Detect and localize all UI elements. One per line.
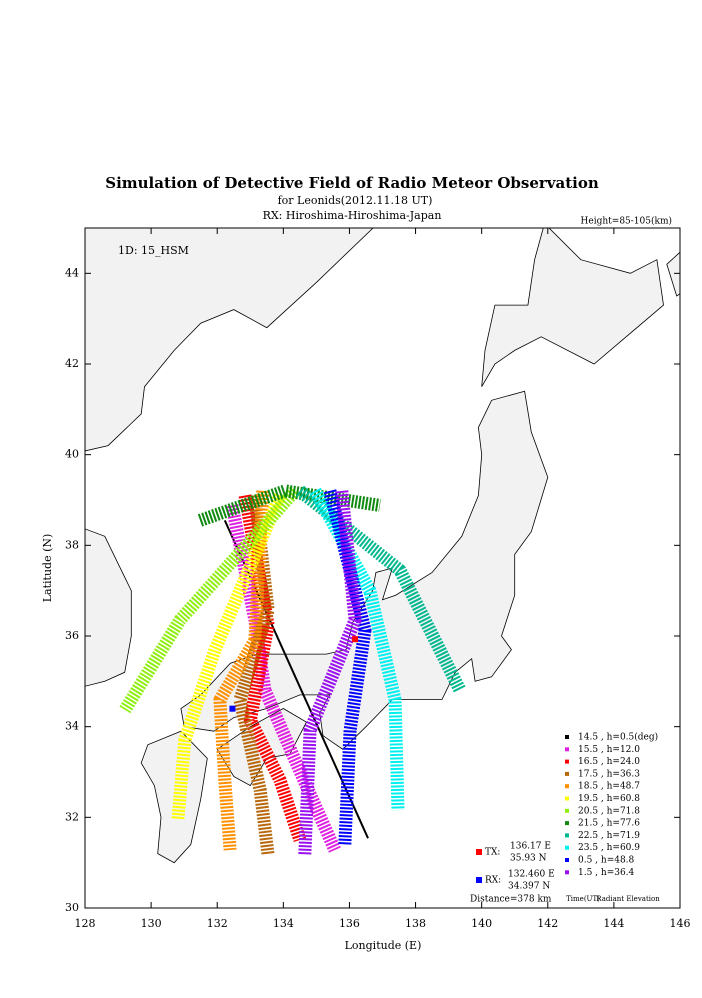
legend-swatch bbox=[565, 870, 569, 875]
legend-swatch bbox=[565, 796, 569, 801]
tx-label: TX: bbox=[485, 848, 500, 858]
height-label: Height=85-105(km) bbox=[581, 216, 672, 227]
legend-swatch bbox=[565, 759, 569, 764]
track bbox=[223, 519, 369, 839]
tx-marker bbox=[352, 636, 359, 643]
x-tick-label: 146 bbox=[670, 917, 691, 930]
y-tick-label: 36 bbox=[65, 629, 79, 642]
legend-label: 22.5 , h=71.9 bbox=[578, 831, 640, 841]
legend-label: 19.5 , h=60.8 bbox=[578, 794, 640, 804]
legend-swatch bbox=[565, 858, 569, 862]
y-axis-label: Latitude (N) bbox=[41, 534, 54, 603]
x-tick-label: 140 bbox=[471, 917, 492, 930]
y-tick-label: 44 bbox=[65, 266, 79, 279]
track bbox=[171, 492, 286, 821]
land bbox=[85, 228, 680, 864]
x-axis-label: Longitude (E) bbox=[345, 939, 422, 952]
legend-swatch bbox=[565, 771, 569, 776]
rx-line: RX: Hiroshima-Hiroshima-Japan bbox=[263, 209, 442, 222]
coastline bbox=[666, 251, 680, 297]
y-tick-label: 34 bbox=[65, 720, 79, 733]
legend-label: 1.5 , h=36.4 bbox=[578, 868, 635, 878]
tx-legend-marker bbox=[476, 849, 482, 855]
subtitle: for Leonids(2012.11.18 UT) bbox=[278, 194, 433, 207]
coastline bbox=[85, 528, 132, 687]
x-tick-label: 134 bbox=[273, 917, 294, 930]
legend-label: 14.5 , h=0.5(deg) bbox=[578, 732, 658, 743]
legend-elev-header: Radiant Elevation bbox=[596, 895, 660, 903]
y-tick-label: 40 bbox=[65, 448, 79, 461]
legend-swatch bbox=[565, 833, 569, 838]
legend-swatch bbox=[565, 784, 569, 789]
track bbox=[197, 484, 381, 527]
id-label: 1D: 15_HSM bbox=[118, 244, 189, 257]
rx-lat: 34.397 N bbox=[508, 882, 550, 892]
distance: Distance=378 km bbox=[470, 895, 552, 905]
legend-swatch bbox=[565, 747, 569, 752]
rx-lon: 132.460 E bbox=[508, 870, 555, 880]
rx-legend-marker bbox=[476, 877, 482, 883]
legend-label: 15.5 , h=12.0 bbox=[578, 745, 640, 755]
x-tick-label: 128 bbox=[75, 917, 96, 930]
legend-swatch bbox=[565, 808, 569, 813]
tx-lon: 136.17 E bbox=[510, 842, 551, 852]
track bbox=[298, 490, 362, 856]
track bbox=[323, 489, 372, 846]
tx-lat: 35.93 N bbox=[510, 854, 547, 864]
x-tick-label: 132 bbox=[207, 917, 228, 930]
x-tick-label: 142 bbox=[537, 917, 558, 930]
legend-label: 21.5 , h=77.6 bbox=[578, 819, 640, 829]
rx-label: RX: bbox=[485, 876, 501, 886]
legend-time-header: Time(UT) bbox=[566, 895, 600, 903]
legend-label: 0.5 , h=48.8 bbox=[578, 856, 635, 866]
legend-label: 17.5 , h=36.3 bbox=[578, 769, 640, 779]
track bbox=[119, 486, 300, 714]
x-tick-label: 144 bbox=[603, 917, 624, 930]
rx-marker bbox=[229, 705, 236, 712]
y-tick-label: 32 bbox=[65, 810, 79, 823]
coastline bbox=[481, 228, 664, 387]
plot-frame bbox=[84, 227, 681, 909]
x-tick-label: 130 bbox=[141, 917, 162, 930]
tracks bbox=[119, 484, 466, 856]
track bbox=[233, 494, 275, 856]
y-tick-label: 30 bbox=[65, 901, 79, 914]
x-tick-label: 138 bbox=[405, 917, 426, 930]
legend-label: 16.5 , h=24.0 bbox=[578, 757, 640, 767]
y-tick-label: 38 bbox=[65, 538, 79, 551]
chart-title: Simulation of Detective Field of Radio M… bbox=[105, 174, 599, 192]
x-tick-label: 136 bbox=[339, 917, 360, 930]
legend-swatch bbox=[565, 735, 569, 739]
track bbox=[213, 490, 270, 851]
legend-label: 20.5 , h=71.8 bbox=[578, 806, 640, 816]
y-tick-label: 42 bbox=[65, 357, 79, 370]
legend-swatch bbox=[565, 821, 569, 826]
legend-label: 23.5 , h=60.9 bbox=[578, 843, 640, 853]
legend-swatch bbox=[565, 845, 569, 850]
coastline bbox=[85, 228, 374, 452]
legend-label: 18.5 , h=48.7 bbox=[578, 782, 640, 792]
